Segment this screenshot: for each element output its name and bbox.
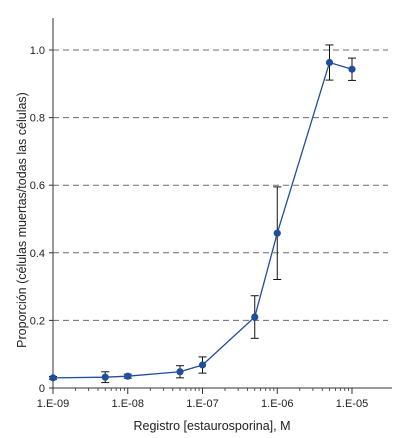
x-tick-label: 1.E-05 [336,398,368,410]
y-tick-label: 0 [39,383,45,395]
x-axis-ticks: 1.E-09 1.E-08 1.E-07 1.E-06 1.E-05 [37,388,368,410]
x-axis-label: Registro [estaurosporina], M [133,419,290,433]
data-point [348,65,356,73]
x-tick-label: 1.E-07 [186,398,218,410]
y-tick-label: 0.2 [30,315,45,327]
data-point [251,313,259,321]
data-point [101,373,109,381]
data-point [198,361,207,369]
data-point [176,368,184,376]
y-tick-label: 0.8 [30,113,45,125]
y-axis-label: Proporción (células muertas/todas las cé… [15,92,29,348]
data-point [273,229,281,237]
y-tick-label: 0.4 [30,248,45,260]
series-line [52,61,353,379]
x-tick-label: 1.E-06 [261,398,293,410]
y-tick-label: 0.6 [30,180,45,192]
x-tick-label: 1.E-09 [37,398,69,410]
series [49,44,356,384]
data-point [124,372,132,380]
data-point [49,374,57,382]
gridlines [53,49,388,321]
axes [52,18,392,389]
data-point [325,58,334,67]
x-tick-label: 1.E-08 [112,398,144,410]
y-tick-label: 1.0 [30,45,45,57]
y-axis-ticks: 0 0.2 0.4 0.6 0.8 1.0 [30,45,53,395]
